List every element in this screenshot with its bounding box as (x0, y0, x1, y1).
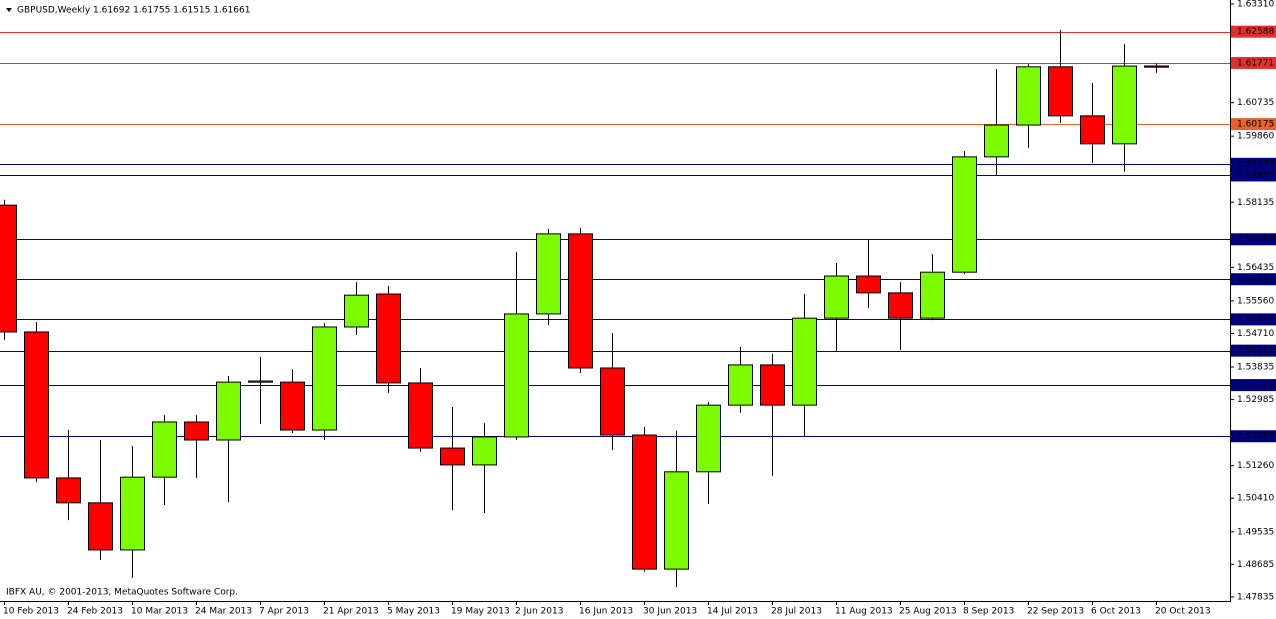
level-label-box (1231, 169, 1276, 182)
level-label-box (1231, 157, 1276, 170)
y-tick-label: 1.56435 (1237, 263, 1274, 273)
level-label: 1.59138 (1237, 159, 1274, 169)
x-tick-label: 2 Jun 2013 (515, 607, 563, 617)
x-tick-label: 30 Jun 2013 (643, 607, 697, 617)
footer: IBFX AU, © 2001-2013, MetaQuotes Softwar… (6, 588, 238, 598)
x-tick-label: 6 Oct 2013 (1091, 607, 1141, 617)
candle-body (920, 271, 945, 319)
candle-body (472, 436, 497, 466)
candle-body (312, 326, 337, 431)
y-tick-label: 1.49535 (1237, 527, 1274, 537)
x-tick-label: 19 May 2013 (451, 607, 510, 617)
candle-body (120, 476, 145, 551)
chart-title: GBPUSD,Weekly 1.61692 1.61755 1.61515 1.… (17, 6, 250, 16)
x-tick-label: 20 Oct 2013 (1155, 607, 1211, 617)
level-label-box (1231, 25, 1276, 38)
y-tick-label: 1.63310 (1237, 0, 1274, 9)
y-tick-label: 1.54710 (1237, 329, 1274, 339)
level-label-box (1231, 379, 1276, 392)
candle-body (440, 447, 465, 466)
x-tick-label: 28 Jul 2013 (771, 607, 822, 617)
y-tick-label: 1.50410 (1237, 494, 1274, 504)
candle-body (536, 233, 561, 315)
candle-body (824, 275, 849, 319)
candle-body (1080, 115, 1105, 145)
level-label: 1.62588 (1237, 27, 1274, 37)
candle-body (760, 364, 785, 406)
candle-body (664, 471, 689, 570)
x-tick-label: 10 Mar 2013 (131, 607, 188, 617)
candle-body (600, 367, 625, 436)
candle-body (952, 156, 977, 273)
y-tick-label: 1.55560 (1237, 296, 1274, 306)
level-label: 1.58835 (1237, 171, 1274, 181)
candle-body (632, 434, 657, 570)
x-tick-label: 21 Apr 2013 (323, 607, 379, 617)
level-label: 1.54262 (1237, 346, 1274, 356)
x-tick-label: 8 Sep 2013 (963, 607, 1014, 617)
candle-body (1144, 65, 1169, 68)
level-label-box (1231, 344, 1276, 357)
level-label-box (1231, 118, 1276, 131)
level-label: 1.56126 (1237, 275, 1274, 285)
candle-body (888, 292, 913, 319)
x-tick-label: 14 Jul 2013 (707, 607, 758, 617)
candle-body (1048, 66, 1073, 117)
candle-body (984, 124, 1009, 158)
candle-body (792, 317, 817, 406)
candle-body (568, 233, 593, 369)
level-label-box (1231, 273, 1276, 286)
candle-body (24, 331, 49, 479)
candle-body (728, 364, 753, 406)
y-tick-label: 1.58135 (1237, 198, 1274, 208)
level-label: 1.61771 (1237, 58, 1274, 68)
candle-body (344, 294, 369, 328)
candle-body (56, 477, 81, 504)
level-label: 1.53363 (1237, 381, 1274, 391)
level-label: 1.55078 (1237, 315, 1274, 325)
menu-arrow[interactable] (6, 8, 12, 12)
y-tick-label: 1.51260 (1237, 461, 1274, 471)
candle-body (248, 380, 273, 383)
y-tick-label: 1.53835 (1237, 363, 1274, 373)
level-label-box (1231, 313, 1276, 326)
candle-body (88, 502, 113, 551)
x-tick-label: 5 May 2013 (387, 607, 440, 617)
x-tick-label: 24 Feb 2013 (67, 607, 123, 617)
candle-body (856, 275, 881, 294)
candle-body (152, 421, 177, 478)
candle-body (376, 293, 401, 384)
y-tick-label: 1.52985 (1237, 395, 1274, 405)
x-tick-label: 10 Feb 2013 (3, 607, 59, 617)
candle-body (504, 313, 529, 438)
x-tick-label: 16 Jun 2013 (579, 607, 633, 617)
level-label: 1.52028 (1237, 432, 1274, 442)
level-label-box (1231, 233, 1276, 246)
candle-body (1016, 66, 1041, 126)
level-label: 1.57169 (1237, 235, 1274, 245)
candle-body (0, 204, 17, 333)
level-label-box (1231, 430, 1276, 443)
y-tick-label: 1.48685 (1237, 560, 1274, 570)
y-tick-label: 1.60735 (1237, 98, 1274, 108)
y-tick-label: 1.59860 (1237, 132, 1274, 142)
candle-body (408, 382, 433, 449)
candle-body (1112, 65, 1137, 145)
candle-body (696, 404, 721, 473)
candle-body (280, 381, 305, 431)
x-tick-label: 7 Apr 2013 (259, 607, 309, 617)
x-tick-label: 22 Sep 2013 (1027, 607, 1084, 617)
level-label: 1.60175 (1237, 120, 1274, 130)
candle-body (184, 421, 209, 441)
x-tick-label: 24 Mar 2013 (195, 607, 252, 617)
x-tick-label: 11 Aug 2013 (835, 607, 893, 617)
x-tick-label: 25 Aug 2013 (899, 607, 957, 617)
candle-body (216, 381, 241, 441)
level-label-box (1231, 56, 1276, 69)
y-tick-label: 1.47835 (1237, 592, 1274, 602)
